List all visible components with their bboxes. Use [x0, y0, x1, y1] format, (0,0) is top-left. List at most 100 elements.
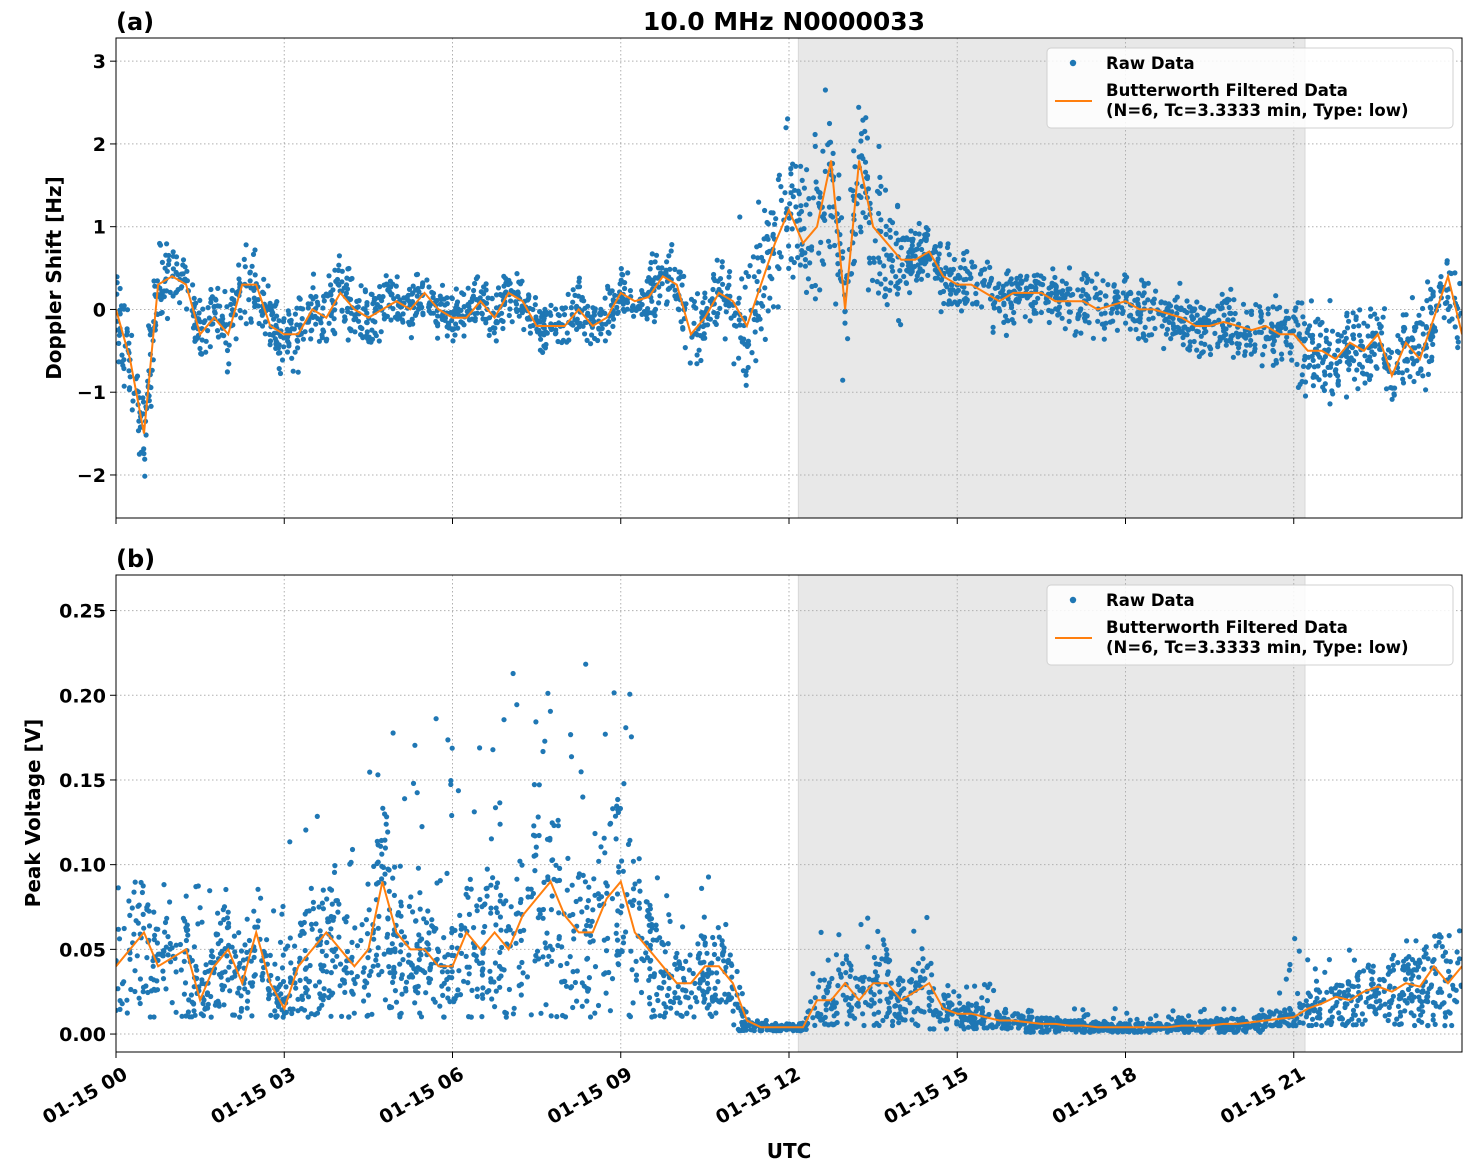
raw-data-point [203, 970, 208, 975]
raw-data-point [1161, 346, 1166, 351]
raw-data-point [761, 293, 766, 298]
raw-data-point [614, 931, 619, 936]
raw-data-point [1304, 998, 1309, 1003]
raw-data-point [602, 850, 607, 855]
raw-data-point [1269, 1023, 1274, 1028]
raw-data-point [659, 986, 664, 991]
raw-data-point [735, 1002, 740, 1007]
raw-data-point [991, 325, 996, 330]
raw-data-point [1307, 363, 1312, 368]
raw-data-point [913, 247, 918, 252]
raw-data-point [242, 986, 247, 991]
raw-data-point [631, 307, 636, 312]
y-tick-label: 3 [93, 51, 106, 73]
raw-data-point [749, 350, 754, 355]
raw-data-point [586, 885, 591, 890]
raw-data-point [647, 903, 652, 908]
raw-data-point [718, 276, 723, 281]
raw-data-point [1337, 1016, 1342, 1021]
raw-data-point [1346, 367, 1351, 372]
raw-data-point [790, 275, 795, 280]
raw-data-point [490, 747, 495, 752]
raw-data-point [788, 166, 793, 171]
raw-data-point [1016, 299, 1021, 304]
raw-data-point [525, 974, 530, 979]
raw-data-point [910, 237, 915, 242]
raw-data-point [1135, 301, 1140, 306]
raw-data-point [452, 332, 457, 337]
raw-data-point [375, 839, 380, 844]
raw-data-point [872, 260, 877, 265]
raw-data-point [1115, 310, 1120, 315]
raw-data-point [435, 321, 440, 326]
raw-data-point [322, 298, 327, 303]
raw-data-point [471, 294, 476, 299]
raw-data-point [401, 311, 406, 316]
raw-data-point [417, 957, 422, 962]
raw-data-point [1309, 298, 1314, 303]
raw-data-point [494, 989, 499, 994]
raw-data-point [1028, 302, 1033, 307]
raw-data-point [1368, 968, 1373, 973]
raw-data-point [1113, 296, 1118, 301]
raw-data-point [865, 135, 870, 140]
raw-data-point [907, 290, 912, 295]
raw-data-point [1403, 977, 1408, 982]
raw-data-point [165, 316, 170, 321]
raw-data-point [721, 958, 726, 963]
raw-data-point [182, 959, 187, 964]
raw-data-point [978, 271, 983, 276]
raw-data-point [122, 384, 127, 389]
raw-data-point [1354, 1003, 1359, 1008]
raw-data-point [298, 297, 303, 302]
raw-data-point [1004, 271, 1009, 276]
raw-data-point [387, 289, 392, 294]
raw-data-point [920, 269, 925, 274]
raw-data-point [872, 977, 877, 982]
raw-data-point [1222, 313, 1227, 318]
raw-data-point [1079, 294, 1084, 299]
raw-data-point [337, 253, 342, 258]
raw-data-point [456, 968, 461, 973]
raw-data-point [1401, 380, 1406, 385]
raw-data-point [784, 227, 789, 232]
raw-data-point [748, 263, 753, 268]
raw-data-point [499, 293, 504, 298]
raw-data-point [1288, 350, 1293, 355]
raw-data-point [603, 296, 608, 301]
raw-data-point [883, 286, 888, 291]
raw-data-point [151, 964, 156, 969]
raw-data-point [385, 829, 390, 834]
raw-data-point [1443, 950, 1448, 955]
raw-data-point [562, 312, 567, 317]
raw-data-point [726, 274, 731, 279]
raw-data-point [851, 148, 856, 153]
raw-data-point [397, 962, 402, 967]
raw-data-point [368, 969, 373, 974]
raw-data-point [1067, 265, 1072, 270]
raw-data-point [559, 306, 564, 311]
raw-data-point [330, 287, 335, 292]
raw-data-point [174, 969, 179, 974]
raw-data-point [450, 296, 455, 301]
raw-data-point [1164, 332, 1169, 337]
raw-data-point [1420, 373, 1425, 378]
raw-data-point [1432, 934, 1437, 939]
raw-data-point [592, 1011, 597, 1016]
raw-data-point [1423, 951, 1428, 956]
raw-data-point [913, 231, 918, 236]
raw-data-point [563, 1014, 568, 1019]
raw-data-point [702, 323, 707, 328]
raw-data-point [1124, 1011, 1129, 1016]
raw-data-point [278, 334, 283, 339]
raw-data-point [448, 782, 453, 787]
raw-data-point [390, 282, 395, 287]
raw-data-point [471, 952, 476, 957]
raw-data-point [639, 302, 644, 307]
raw-data-point [1143, 325, 1148, 330]
raw-data-point [832, 1022, 837, 1027]
raw-data-point [840, 378, 845, 383]
raw-data-point [596, 896, 601, 901]
raw-data-point [1302, 321, 1307, 326]
raw-data-point [418, 967, 423, 972]
